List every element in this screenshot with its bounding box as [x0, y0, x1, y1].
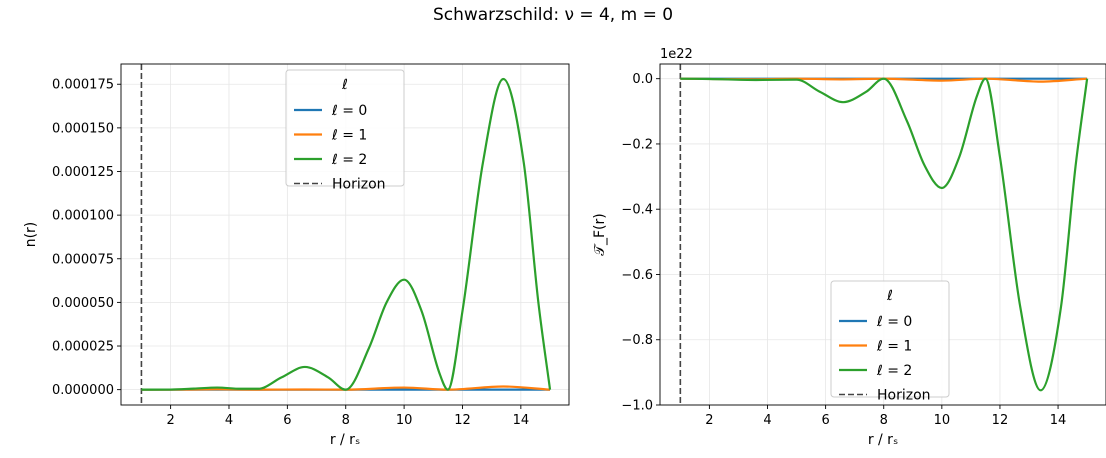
x-tick-label: 6: [283, 413, 291, 428]
y-tick-label: −0.8: [621, 333, 653, 348]
axes-frame: [120, 63, 570, 406]
chart-flux-integral: 2 4 6 8 10 12 14 0.0 −0.2 −0.4 −0.6 −0.8 −1.0 1e22 r /…: [592, 47, 1106, 448]
plot-area: [140, 64, 552, 405]
y-tick-label: 0.000100: [52, 209, 114, 224]
x-tick-label: 2: [705, 413, 713, 428]
y-axis-label: 𝒯_F(r): [592, 213, 608, 255]
y-offset-label: 1e22: [660, 47, 693, 62]
x-tick-label: 14: [1050, 413, 1067, 428]
legend-box: [830, 280, 950, 398]
legend-label: Horizon: [332, 177, 386, 193]
x-ticks: 2 4 6 8 10 12 14: [166, 405, 529, 428]
y-tick-label: 0.000125: [52, 165, 114, 180]
y-tick-label: 0.000175: [52, 78, 114, 93]
legend-box: [285, 69, 405, 187]
y-tick-label: 0.000000: [52, 383, 114, 398]
y-ticks: 0.000000 0.000025 0.000050 0.000075 0.000100…: [52, 78, 121, 398]
chart-number-density: 2 4 6 8 10 12 140.0000000.0000250.0000500.0000…: [23, 63, 570, 448]
x-tick-label: 10: [396, 413, 413, 428]
x-axis-label: r / rₛ: [330, 432, 360, 448]
legend-title: ℓ: [341, 77, 348, 93]
legend-label: ℓ = 2: [876, 363, 912, 379]
legend-label: ℓ = 0: [331, 103, 367, 119]
legend: ℓ ℓ = 0 ℓ = 1 ℓ = 2 Horizon: [285, 69, 405, 193]
axes-frame: [659, 63, 1106, 406]
y-tick-label: −0.2: [621, 137, 653, 152]
y-tick-label: −0.6: [621, 268, 653, 283]
legend-label: Horizon: [877, 388, 931, 404]
x-tick-label: 12: [992, 413, 1009, 428]
y-tick-label: 0.0: [632, 72, 653, 87]
legend-title: ℓ: [886, 288, 893, 304]
x-tick-label: 4: [225, 413, 233, 428]
x-tick-label: 4: [763, 413, 771, 428]
y-tick-label: 0.000150: [52, 121, 114, 136]
x-tick-label: 8: [880, 413, 888, 428]
x-tick-label: 8: [342, 413, 350, 428]
series-line-l2: [680, 77, 1089, 392]
x-tick-label: 12: [454, 413, 471, 428]
series-line-l2: [141, 77, 552, 391]
legend-label: ℓ = 1: [876, 339, 912, 355]
figure-suptitle: Schwarzschild: ν = 4, m = 0: [433, 5, 673, 25]
y-axis-label: n(r): [23, 222, 39, 248]
y-tick-label: 0.000075: [52, 252, 114, 267]
x-tick-label: 14: [513, 413, 530, 428]
y-tick-label: 0.000050: [52, 296, 114, 311]
y-tick-label: −0.4: [621, 203, 653, 218]
legend-label: ℓ = 0: [876, 314, 912, 330]
legend-label: ℓ = 1: [331, 128, 367, 144]
y-tick-label: −1.0: [621, 399, 653, 414]
plot-area: [679, 64, 1089, 405]
x-tick-label: 2: [166, 413, 174, 428]
y-tick-label: 0.000025: [52, 340, 114, 355]
legend-label: ℓ = 2: [331, 152, 367, 168]
x-tick-label: 10: [934, 413, 951, 428]
legend: ℓ ℓ = 0 ℓ = 1 ℓ = 2 Horizon: [830, 280, 950, 404]
x-tick-label: 6: [821, 413, 829, 428]
y-ticks: 0.0 −0.2 −0.4 −0.6 −0.8 −1.0: [621, 72, 660, 414]
x-axis-label: r / rₛ: [868, 432, 898, 448]
x-ticks: 2 4 6 8 10 12 14: [705, 405, 1066, 428]
